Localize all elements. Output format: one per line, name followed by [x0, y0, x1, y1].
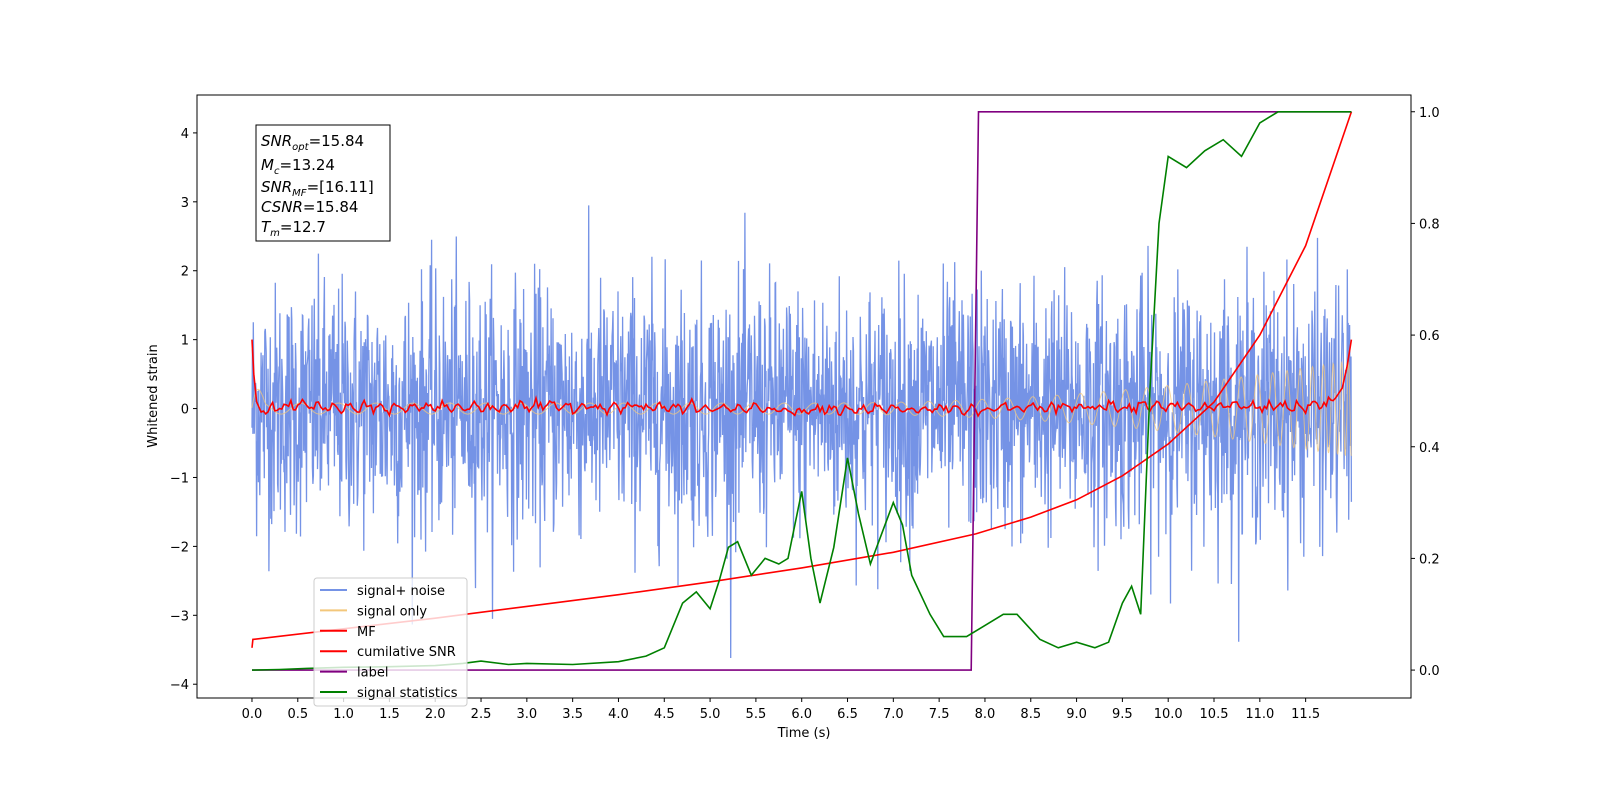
annotation-frame: [255, 124, 391, 242]
legend-label: signal only: [357, 604, 427, 619]
annotation-snr-opt: SNRopt=15.84: [261, 132, 364, 153]
x-tick-label: 0.0: [242, 707, 263, 722]
y-tick-label: −2: [170, 540, 189, 555]
series-line-label: [252, 111, 1352, 671]
series-line-mf: [251, 339, 1353, 418]
y-tick-label: 4: [181, 127, 189, 142]
y-axis-left: 4 3 2 1 0 −1 −2 −3 −4: [170, 127, 197, 693]
x-tick-label: 0.5: [287, 707, 308, 722]
x-tick-label: 3.0: [516, 707, 537, 722]
legend-label: signal+ noise: [357, 584, 445, 599]
x-tick-label: 10.0: [1154, 707, 1183, 722]
y-axis-right: 1.0 0.8 0.6 0.4 0.2 0.0: [1411, 106, 1440, 679]
y-tick-label: 1: [181, 334, 189, 349]
legend-label: cumilative SNR: [357, 645, 456, 660]
y-axis-label: Whitened strain: [146, 344, 161, 447]
x-tick-label: 7.0: [883, 707, 904, 722]
y2-tick-label: 0.0: [1419, 664, 1440, 679]
annotation-tm: Tm=12.7: [261, 218, 326, 239]
y2-tick-label: 0.8: [1419, 217, 1440, 232]
x-tick-label: 2.0: [425, 707, 446, 722]
x-tick-label: 3.5: [562, 707, 583, 722]
x-tick-label: 2.5: [471, 707, 492, 722]
annotation-csnr: CSNR=15.84: [261, 198, 358, 216]
series-line-signal-noise: [251, 205, 1353, 659]
x-tick-label: 4.0: [608, 707, 629, 722]
y-tick-label: −3: [170, 609, 189, 624]
y-tick-label: 2: [181, 265, 189, 280]
legend-label: MF: [357, 625, 376, 640]
annotation-box: SNRopt=15.84 Mc=13.24 SNRMF=[16.11] CSNR…: [255, 124, 391, 242]
x-tick-label: 8.0: [975, 707, 996, 722]
x-tick-label: 8.5: [1020, 707, 1041, 722]
y2-tick-label: 1.0: [1419, 106, 1440, 121]
y2-tick-label: 0.2: [1419, 552, 1440, 567]
axes-frame: [196, 94, 1412, 699]
x-tick-label: 5.0: [700, 707, 721, 722]
legend: signal+ noise signal only MF cumilative SNR…: [313, 577, 468, 707]
x-tick-label: 4.5: [654, 707, 675, 722]
x-tick-label: 7.5: [929, 707, 950, 722]
legend-label: label: [357, 666, 388, 681]
x-axis: 0.0 0.5 1.0 1.5 2.0 2.5 3.0 3.5 4.0 4.5 5.0 5.5 6.0 6…: [242, 698, 1320, 722]
legend-frame: [313, 577, 468, 707]
x-tick-label: 1.0: [333, 707, 354, 722]
x-tick-label: 11.5: [1291, 707, 1320, 722]
y2-tick-label: 0.4: [1419, 441, 1440, 456]
x-tick-label: 9.0: [1066, 707, 1087, 722]
x-tick-label: 1.5: [379, 707, 400, 722]
series-line-signal-statistics: [251, 111, 1352, 671]
legend-items: signal+ noise signal only MF cumilative SNR…: [320, 584, 458, 701]
x-tick-label: 10.5: [1200, 707, 1229, 722]
y-tick-label: 3: [181, 196, 189, 211]
annotation-snr-mf: SNRMF=[16.11]: [261, 178, 374, 199]
y-tick-label: 0: [181, 403, 189, 418]
legend-label: signal statistics: [357, 686, 458, 701]
y2-tick-label: 0.6: [1419, 329, 1440, 344]
y-tick-label: −1: [170, 471, 189, 486]
x-tick-label: 9.5: [1112, 707, 1133, 722]
x-tick-label: 6.0: [791, 707, 812, 722]
annotation-mc: Mc=13.24: [261, 156, 335, 177]
x-tick-label: 6.5: [837, 707, 858, 722]
x-axis-label: Time (s): [777, 726, 831, 741]
y-tick-label: −4: [170, 678, 189, 693]
x-tick-label: 11.0: [1245, 707, 1274, 722]
x-tick-label: 5.5: [746, 707, 767, 722]
